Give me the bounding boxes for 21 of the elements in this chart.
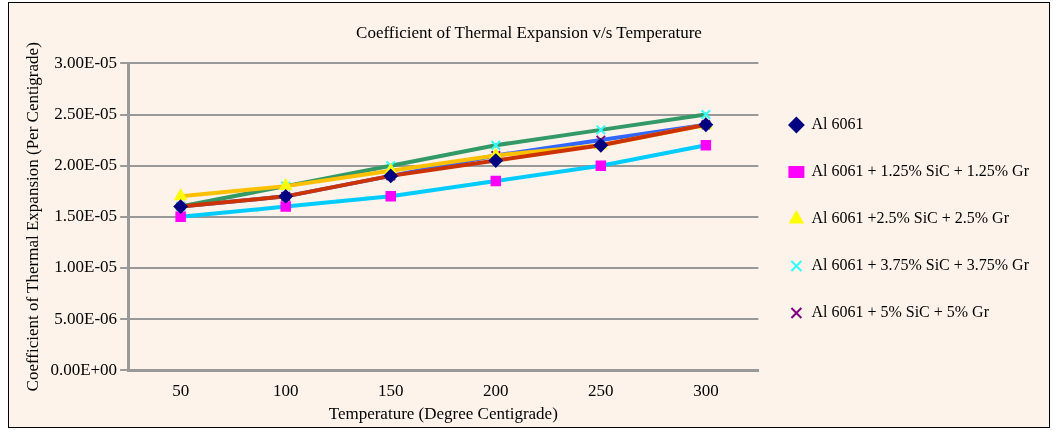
- legend-label: Al 6061 + 5% SiC + 5% Gr: [811, 303, 990, 321]
- x-tick-label: 50: [172, 380, 190, 400]
- chart-title: Coefficient of Thermal Expansion v/s Temperature: [356, 22, 702, 42]
- legend-label: Al 6061 + 3.75% SiC + 3.75% Gr: [811, 256, 1030, 274]
- y-tick-label: 3.00E-05: [54, 52, 118, 72]
- y-tick-label: 2.00E-05: [54, 155, 118, 175]
- x-tick-label: 300: [693, 380, 719, 400]
- legend-label: Al 6061: [811, 115, 864, 133]
- x-tick-label: 150: [377, 380, 404, 400]
- x-axis-title: Temperature (Degree Centigrade): [328, 404, 558, 424]
- legend-label: Al 6061 + 1.25% SiC + 1.25% Gr: [811, 162, 1030, 180]
- legend-label: Al 6061 +2.5% SiC + 2.5% Gr: [811, 209, 1010, 227]
- y-tick-label: 0.00E+00: [50, 359, 118, 379]
- y-tick-label: 1.00E-05: [54, 257, 118, 277]
- y-tick-label: 1.50E-05: [54, 206, 118, 226]
- y-axis-title: Coefficient of Thermal Expansion (Per Centigrade): [22, 42, 42, 392]
- x-tick-label: 200: [483, 380, 509, 400]
- y-tick-label: 5.00E-06: [54, 308, 118, 328]
- y-tick-label: 2.50E-05: [54, 104, 118, 123]
- x-tick-label: 250: [588, 380, 614, 400]
- x-tick-label: 100: [272, 380, 299, 400]
